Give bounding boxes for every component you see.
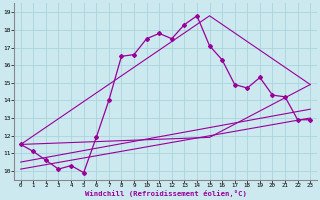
X-axis label: Windchill (Refroidissement éolien,°C): Windchill (Refroidissement éolien,°C) (84, 190, 246, 197)
